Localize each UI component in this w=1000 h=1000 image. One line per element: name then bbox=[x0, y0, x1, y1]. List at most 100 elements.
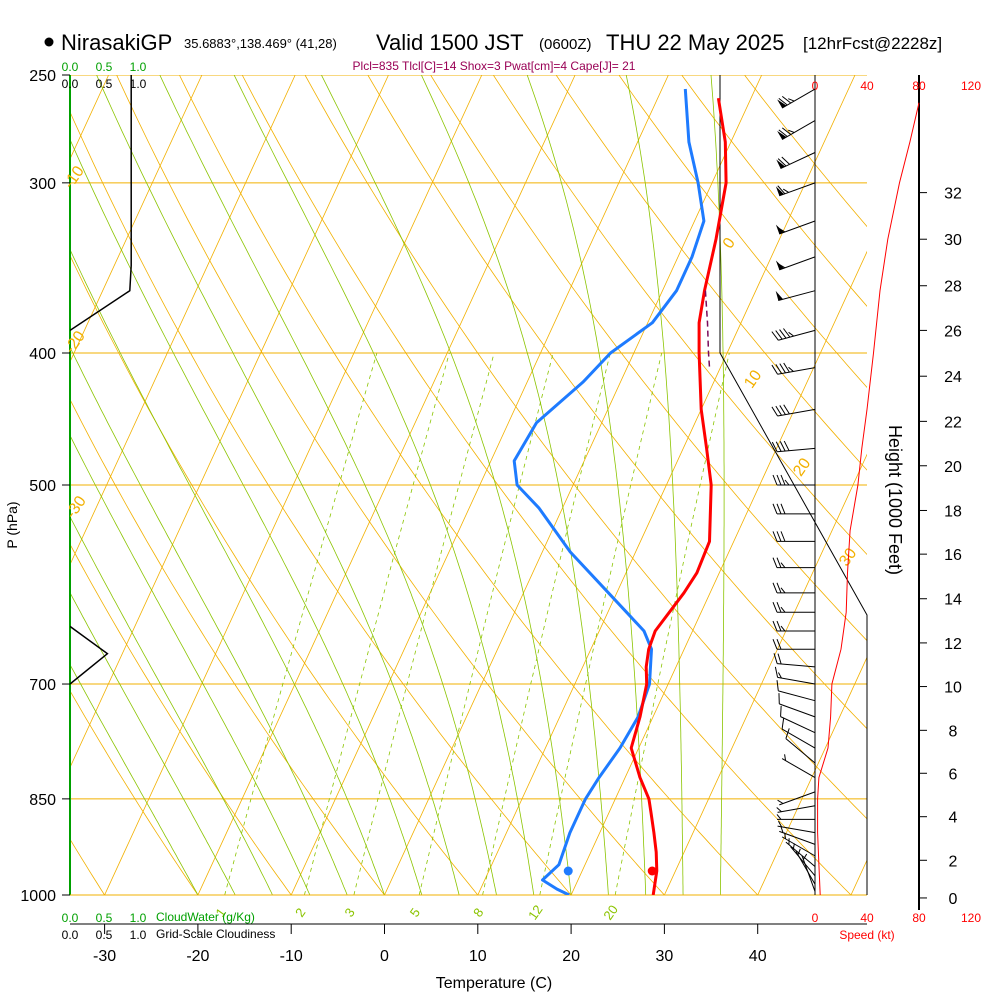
wind-barb-feather bbox=[797, 848, 801, 855]
y-tick-label: 1000 bbox=[20, 888, 56, 905]
wind-barb-feather bbox=[779, 228, 786, 233]
height-tick-label: 4 bbox=[949, 810, 958, 827]
wind-barb-staff bbox=[777, 408, 816, 417]
wind-barb bbox=[771, 362, 816, 375]
speed-top-tick: 120 bbox=[961, 79, 981, 93]
wind-barb bbox=[781, 754, 816, 779]
wind-barb bbox=[780, 705, 816, 734]
wind-barb-pennant bbox=[777, 130, 787, 140]
height-tick-label: 12 bbox=[944, 636, 962, 653]
surface-temperature-dot bbox=[647, 866, 657, 876]
wind-barb-feather bbox=[772, 620, 778, 632]
height-tick-label: 2 bbox=[949, 853, 958, 870]
height-tick-label: 10 bbox=[944, 680, 962, 697]
wind-barb-staff bbox=[781, 836, 816, 857]
wind-barb-feather bbox=[783, 440, 790, 451]
wind-barb-feather bbox=[780, 826, 784, 833]
cloudwater-top-tick: 0.0 bbox=[62, 60, 79, 74]
dry-adiabat-line bbox=[367, 75, 867, 730]
station-dot-icon bbox=[44, 37, 54, 47]
wind-barb-staff bbox=[778, 329, 816, 341]
wind-barb-staff bbox=[779, 830, 816, 845]
wind-barb bbox=[771, 440, 816, 453]
wind-barb-pennant bbox=[775, 290, 784, 301]
wind-barb-feather bbox=[775, 405, 782, 416]
wind-barb bbox=[775, 256, 816, 271]
isotherm-line bbox=[70, 75, 296, 566]
x-tick-label: 20 bbox=[562, 948, 580, 965]
wind-barb-staff bbox=[777, 676, 816, 685]
wind-barb-feather bbox=[776, 531, 782, 542]
height-axis-title: Height (1000 Feet) bbox=[885, 425, 905, 575]
dry-adiabat-line bbox=[70, 398, 385, 895]
moist-adiabat-line bbox=[70, 434, 311, 895]
dewpoint-line bbox=[512, 88, 706, 895]
wind-barb-feather bbox=[776, 639, 782, 650]
isotherm-label: 20 bbox=[790, 455, 814, 479]
wind-barb-feather bbox=[776, 602, 782, 613]
mixing-ratio-line bbox=[482, 352, 611, 895]
wind-barb-feather bbox=[780, 531, 786, 542]
mixing-ratio-line bbox=[539, 352, 663, 895]
wind-barb-feather bbox=[778, 129, 788, 137]
wind-barb-feather bbox=[772, 602, 778, 613]
cloudwater-bottom-tick: 1.0 bbox=[130, 911, 147, 925]
cloudwater-line bbox=[70, 625, 109, 685]
wind-barb-feather bbox=[776, 814, 782, 820]
cloudiness-top-tick: 1.0 bbox=[130, 77, 147, 91]
wind-barb-feather bbox=[776, 807, 782, 813]
height-tick-label: 26 bbox=[944, 323, 962, 340]
wind-speed-line bbox=[817, 102, 920, 896]
wind-barb-staff bbox=[781, 728, 816, 749]
isotherm-line bbox=[664, 453, 867, 895]
wind-barb-feather bbox=[777, 653, 782, 665]
y-tick-label: 500 bbox=[29, 478, 56, 495]
cloudiness-bottom-tick: 0.5 bbox=[96, 928, 113, 942]
speed-top-tick: 80 bbox=[912, 79, 926, 93]
wind-barb-staff bbox=[779, 182, 816, 197]
mixing-ratio-line bbox=[224, 352, 378, 895]
height-tick-label: 6 bbox=[949, 766, 958, 783]
wind-barb bbox=[772, 503, 815, 515]
wind-barb bbox=[776, 680, 816, 702]
wind-barb-feather bbox=[776, 680, 779, 691]
isotherm-line bbox=[104, 75, 483, 895]
wind-barb-staff bbox=[779, 220, 816, 235]
wind-barb-feather bbox=[778, 820, 782, 828]
wind-barb-feather bbox=[779, 329, 787, 339]
dry-adiabat-line bbox=[179, 75, 758, 895]
dry-adiabat-line bbox=[241, 75, 852, 895]
wind-barb-staff bbox=[779, 703, 816, 718]
thermo-grid bbox=[70, 75, 867, 895]
wind-barb bbox=[771, 404, 816, 417]
isotherm-line bbox=[477, 75, 856, 895]
wind-barb bbox=[777, 820, 816, 834]
height-tick-label: 28 bbox=[944, 279, 962, 296]
isotherm-line bbox=[197, 75, 576, 895]
wind-barb-feather bbox=[772, 639, 778, 650]
height-tick-label: 32 bbox=[944, 186, 962, 203]
wind-barb bbox=[772, 602, 815, 613]
x-tick-label: 10 bbox=[469, 948, 487, 965]
moist-adiabat-line bbox=[421, 75, 609, 895]
height-tick-label: 16 bbox=[944, 547, 962, 564]
wind-barb-feather bbox=[777, 185, 786, 195]
moist-adiabat-line bbox=[70, 515, 273, 895]
dry-adiabat-line bbox=[430, 75, 867, 642]
moist-adiabat-line bbox=[70, 663, 199, 895]
wind-barb-feather bbox=[776, 582, 782, 594]
wind-barb-feather bbox=[771, 441, 778, 452]
wind-barb-feather bbox=[775, 441, 782, 452]
speed-top-tick: 40 bbox=[860, 79, 874, 93]
wind-barb-staff bbox=[777, 663, 816, 668]
wind-barb bbox=[779, 826, 816, 845]
wind-barb-feather bbox=[771, 331, 779, 341]
dry-adiabat-line bbox=[304, 75, 867, 820]
wind-barb bbox=[773, 653, 816, 668]
mixing-ratio-line bbox=[304, 352, 450, 895]
wind-barb-feather bbox=[777, 799, 784, 804]
wind-barb-staff bbox=[790, 846, 816, 877]
wind-barb-feather bbox=[788, 366, 794, 372]
wind-barb-feather bbox=[778, 97, 788, 106]
